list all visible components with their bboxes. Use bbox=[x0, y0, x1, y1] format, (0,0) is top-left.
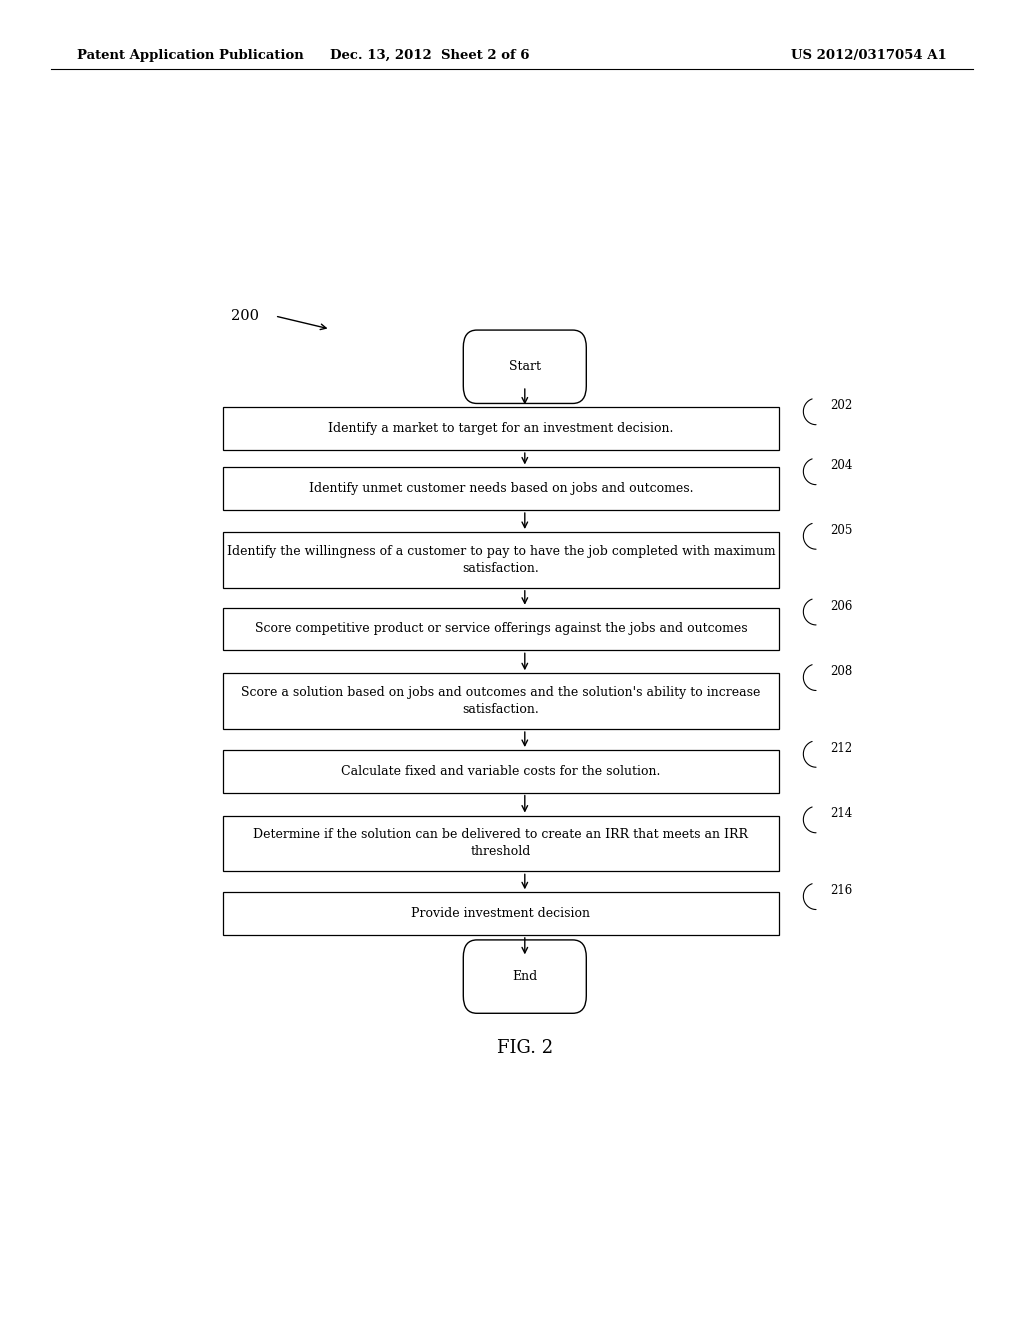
Text: 200: 200 bbox=[231, 309, 259, 323]
FancyBboxPatch shape bbox=[463, 940, 587, 1014]
Bar bbox=[223, 750, 778, 792]
Text: Score a solution based on jobs and outcomes and the solution's ability to increa: Score a solution based on jobs and outco… bbox=[242, 686, 761, 717]
Bar bbox=[223, 467, 778, 510]
Bar bbox=[223, 673, 778, 729]
Bar bbox=[223, 816, 778, 871]
Bar bbox=[223, 607, 778, 651]
Text: Calculate fixed and variable costs for the solution.: Calculate fixed and variable costs for t… bbox=[341, 764, 660, 777]
Bar bbox=[223, 408, 778, 450]
Text: End: End bbox=[512, 970, 538, 983]
Text: 204: 204 bbox=[830, 459, 853, 473]
FancyBboxPatch shape bbox=[463, 330, 587, 404]
Text: 202: 202 bbox=[830, 399, 853, 412]
Text: FIG. 2: FIG. 2 bbox=[497, 1039, 553, 1057]
Text: 206: 206 bbox=[830, 599, 853, 612]
Text: 208: 208 bbox=[830, 665, 853, 678]
Text: Provide investment decision: Provide investment decision bbox=[412, 907, 591, 920]
Text: Score competitive product or service offerings against the jobs and outcomes: Score competitive product or service off… bbox=[255, 623, 748, 635]
Text: US 2012/0317054 A1: US 2012/0317054 A1 bbox=[792, 49, 947, 62]
Text: Identify a market to target for an investment decision.: Identify a market to target for an inves… bbox=[329, 422, 674, 436]
Text: Identify unmet customer needs based on jobs and outcomes.: Identify unmet customer needs based on j… bbox=[309, 482, 693, 495]
Text: 216: 216 bbox=[830, 884, 853, 898]
Text: Identify the willingness of a customer to pay to have the job completed with max: Identify the willingness of a customer t… bbox=[226, 545, 775, 576]
Text: 205: 205 bbox=[830, 524, 853, 537]
Text: Dec. 13, 2012  Sheet 2 of 6: Dec. 13, 2012 Sheet 2 of 6 bbox=[331, 49, 529, 62]
Text: 214: 214 bbox=[830, 808, 853, 820]
Text: Start: Start bbox=[509, 360, 541, 374]
Text: Patent Application Publication: Patent Application Publication bbox=[77, 49, 303, 62]
Bar bbox=[223, 532, 778, 587]
Text: Determine if the solution can be delivered to create an IRR that meets an IRR
th: Determine if the solution can be deliver… bbox=[254, 829, 749, 858]
Bar bbox=[223, 892, 778, 935]
Text: 212: 212 bbox=[830, 742, 852, 755]
